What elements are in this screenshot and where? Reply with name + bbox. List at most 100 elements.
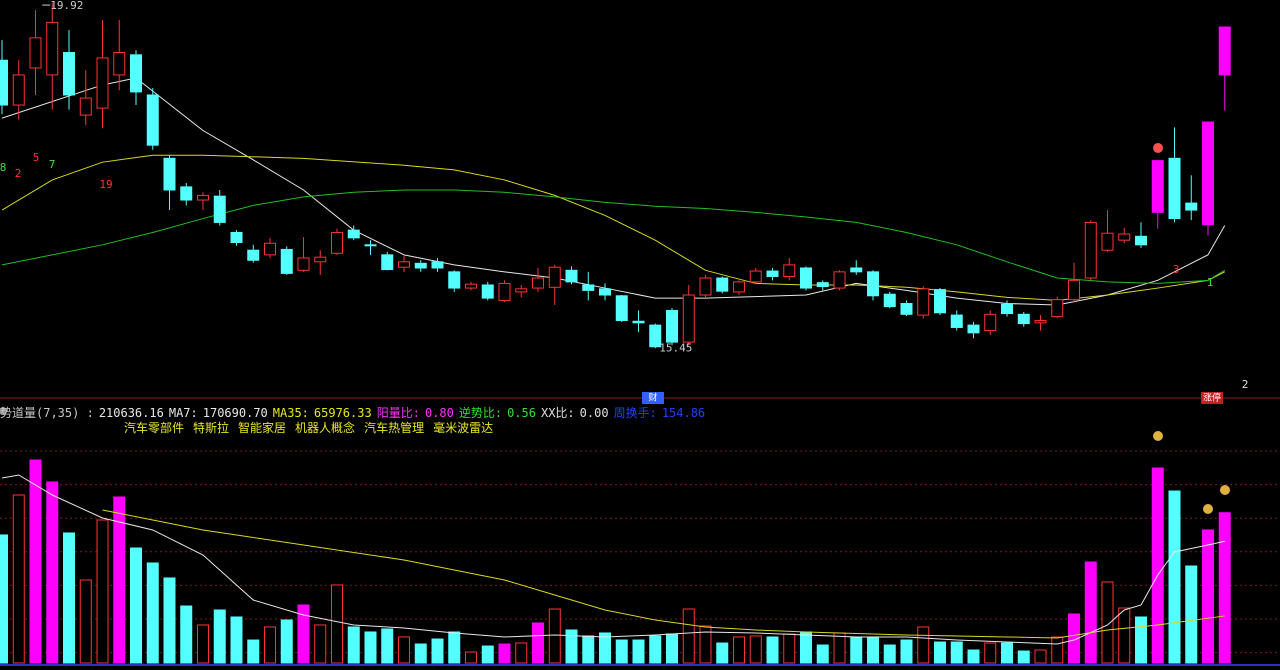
volume-bar bbox=[498, 643, 511, 664]
header-item: 154.86 bbox=[661, 406, 706, 420]
volume-bar bbox=[448, 631, 461, 664]
volume-bar bbox=[632, 639, 645, 664]
volume-bar bbox=[699, 625, 712, 664]
ma-line bbox=[102, 509, 1225, 639]
candle-body bbox=[431, 261, 444, 269]
signal-label: 8 bbox=[0, 161, 6, 174]
volume-bar bbox=[666, 633, 678, 664]
candle-body bbox=[1168, 157, 1181, 220]
header-item: 势道量(7,35) : bbox=[0, 406, 94, 420]
candle-body bbox=[984, 313, 997, 332]
money-icons bbox=[1153, 431, 1230, 514]
concept: 毫米波雷达 bbox=[433, 421, 494, 435]
volume-bar bbox=[465, 651, 477, 664]
signal-label: 5 bbox=[33, 151, 40, 164]
volume-bar bbox=[264, 626, 276, 664]
volume-bar bbox=[1202, 529, 1214, 664]
volume-bar bbox=[347, 626, 360, 664]
candle-body bbox=[1051, 299, 1064, 318]
candle-body bbox=[331, 231, 343, 254]
candle-body bbox=[548, 266, 561, 288]
volume-bar bbox=[867, 636, 879, 664]
volume-bar bbox=[783, 633, 796, 664]
candle-body bbox=[1185, 202, 1198, 211]
concept-list: 汽车零部件 特斯拉 智能家居 机器人概念 汽车热管理 毫米波雷达 bbox=[124, 419, 502, 436]
volume-bar bbox=[984, 642, 997, 664]
candle-body bbox=[29, 37, 42, 69]
indicator-header: 势道量(7,35) : 210636.16 MA7: 170690.70 MA35: 65… bbox=[0, 404, 710, 421]
candle-body bbox=[1034, 319, 1047, 324]
candle-body bbox=[1068, 279, 1080, 301]
candle-body bbox=[615, 295, 628, 321]
candle-body bbox=[448, 271, 461, 289]
volume-bar bbox=[532, 622, 544, 664]
volume-bar bbox=[649, 635, 662, 664]
candle-body bbox=[498, 282, 511, 301]
candle-body bbox=[96, 57, 109, 109]
candle-body bbox=[180, 186, 193, 201]
candle-body bbox=[63, 52, 75, 96]
header-item: 0.80 bbox=[424, 406, 454, 420]
volume-bar bbox=[113, 496, 126, 664]
ma-line bbox=[1, 154, 1225, 301]
volume-bar bbox=[1168, 490, 1181, 664]
header-item: 逆势比: bbox=[458, 406, 503, 420]
volume-bar bbox=[130, 547, 142, 664]
volume-bar bbox=[883, 644, 896, 664]
candle-body bbox=[1218, 26, 1231, 76]
volume-bar bbox=[565, 629, 578, 664]
money-icon bbox=[1220, 485, 1230, 495]
volume-bar bbox=[749, 635, 762, 664]
candle-body bbox=[280, 248, 293, 274]
header-item: 周换手: bbox=[613, 406, 657, 420]
concept: 汽车热管理 bbox=[364, 421, 425, 435]
candle-body bbox=[565, 269, 578, 283]
volume-bar bbox=[950, 641, 963, 664]
volume-bar bbox=[96, 519, 109, 664]
volume-bar bbox=[297, 604, 310, 664]
volume-bar bbox=[414, 643, 427, 664]
candle-body bbox=[465, 283, 477, 289]
volume-bar bbox=[398, 636, 410, 664]
candle-body bbox=[950, 314, 963, 328]
candle-body bbox=[247, 249, 260, 261]
tag-box bbox=[1201, 392, 1223, 404]
candle-body bbox=[414, 262, 427, 269]
candle-body bbox=[146, 94, 159, 146]
candle-body bbox=[1151, 160, 1164, 213]
volume-bar bbox=[230, 616, 243, 664]
candle-body bbox=[1101, 232, 1114, 251]
header-item: MA7: bbox=[168, 406, 198, 420]
header-item: 0.00 bbox=[579, 406, 609, 420]
volume-bar bbox=[79, 579, 92, 664]
volume-bar bbox=[934, 641, 946, 664]
volume-bar bbox=[280, 619, 293, 664]
candle-body bbox=[883, 293, 896, 308]
signal-label: 3 bbox=[1173, 263, 1180, 276]
signal-label: 2 bbox=[1242, 378, 1249, 391]
ma-line bbox=[1, 189, 1226, 284]
tag: 涨停 bbox=[1201, 392, 1223, 404]
low-label: 15.45 bbox=[659, 341, 692, 354]
volume-bar bbox=[515, 642, 528, 664]
candle-body bbox=[113, 52, 126, 76]
candle-body bbox=[230, 231, 243, 243]
candle-body bbox=[12, 74, 25, 106]
volume-bar bbox=[481, 645, 494, 664]
signal-label: 19 bbox=[99, 178, 112, 191]
candle-body bbox=[197, 194, 209, 201]
candle-body bbox=[1001, 303, 1013, 315]
volume-bar bbox=[146, 562, 159, 664]
volume-bar bbox=[180, 605, 193, 664]
volume-bar bbox=[1135, 616, 1147, 664]
candle-body bbox=[833, 271, 846, 289]
candle-body bbox=[1135, 235, 1147, 246]
volume-bar bbox=[1101, 581, 1114, 664]
candle-body bbox=[850, 267, 863, 273]
volume-bar bbox=[1017, 650, 1030, 664]
volume-bar bbox=[63, 532, 75, 664]
volume-bar bbox=[1118, 607, 1131, 664]
ma-line bbox=[1, 77, 1226, 306]
candle-body bbox=[582, 284, 595, 291]
